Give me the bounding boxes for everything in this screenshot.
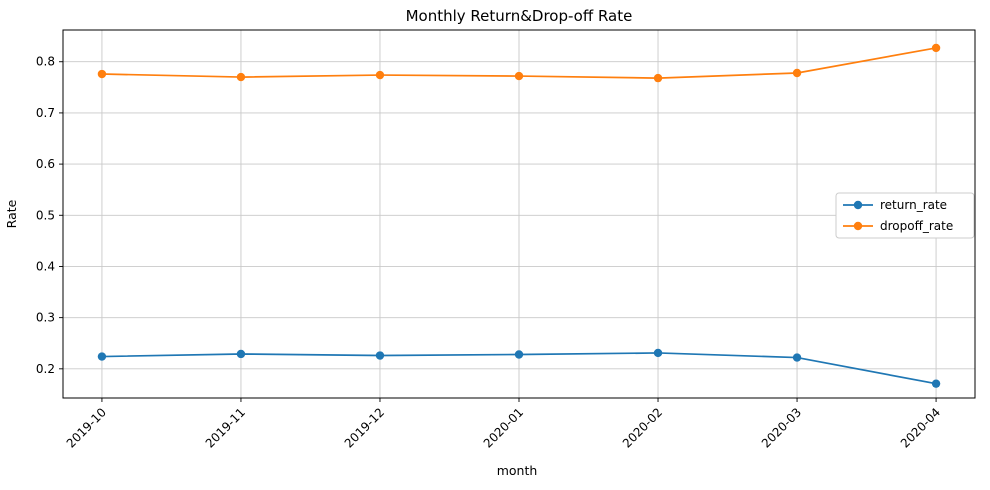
data-point-return_rate <box>792 353 802 362</box>
data-point-dropoff_rate <box>97 69 107 79</box>
legend: return_rate dropoff_rate <box>835 192 975 239</box>
data-point-dropoff_rate <box>236 72 246 82</box>
legend-label-dropoff_rate: dropoff_rate <box>880 219 953 233</box>
x-tick-label: 2019-12 <box>342 405 387 450</box>
chart-title: Monthly Return&Drop-off Rate <box>406 7 633 25</box>
x-tick-label: 2019-10 <box>64 405 109 450</box>
data-point-dropoff_rate <box>792 68 802 78</box>
y-tick-label: 0.3 <box>36 311 55 325</box>
data-point-return_rate <box>236 349 246 359</box>
data-point-return_rate <box>653 348 663 358</box>
x-tick-label: 2020-04 <box>898 405 943 450</box>
y-tick-label: 0.5 <box>36 208 55 222</box>
data-point-return_rate <box>514 350 524 359</box>
y-axis-label: Rate <box>4 199 19 228</box>
data-point-dropoff_rate <box>931 43 941 53</box>
data-point-return_rate <box>931 379 941 388</box>
x-axis-label: month <box>497 463 538 478</box>
legend-label-return_rate: return_rate <box>880 198 947 212</box>
data-point-dropoff_rate <box>375 70 385 80</box>
x-tick-label: 2019-11 <box>203 405 248 450</box>
y-tick-label: 0.6 <box>36 157 55 171</box>
data-point-return_rate <box>97 352 107 361</box>
y-tick-label: 0.7 <box>36 106 55 120</box>
data-point-return_rate <box>375 351 385 360</box>
y-tick-label: 0.8 <box>36 55 55 69</box>
legend-marker-dropoff_rate <box>853 221 863 231</box>
data-point-dropoff_rate <box>514 71 524 81</box>
y-tick-label: 0.4 <box>36 259 55 273</box>
data-point-dropoff_rate <box>653 73 663 83</box>
plot-area: 0.2 0.3 0.4 0.5 0.6 0.7 0.8 2019-10 2019-11 2019-… <box>36 29 976 451</box>
x-tick-label: 2020-01 <box>481 405 526 450</box>
legend-marker-return_rate <box>853 200 863 210</box>
x-tick-label: 2020-03 <box>759 405 804 450</box>
x-tick-label: 2020-02 <box>620 405 665 450</box>
y-tick-label: 0.2 <box>36 362 55 376</box>
